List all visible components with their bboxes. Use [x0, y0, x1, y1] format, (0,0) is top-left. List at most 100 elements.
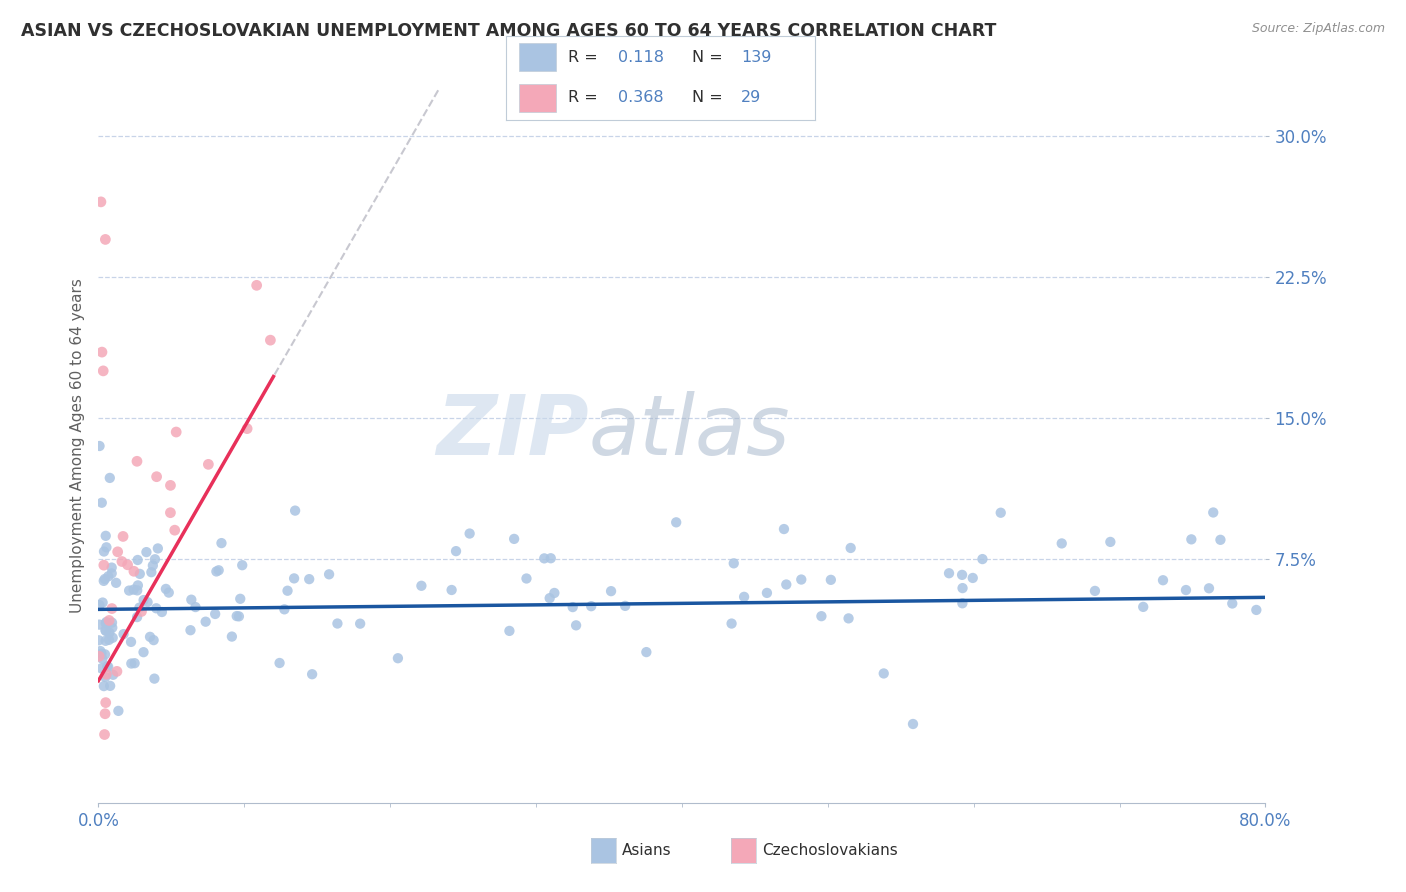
- Point: [98, 625, 121, 640]
- Point: [101, 621, 124, 635]
- Point: [543, 586, 565, 600]
- Point: [184, 600, 207, 615]
- Text: Source: ZipAtlas.com: Source: ZipAtlas.com: [1251, 22, 1385, 36]
- Point: [107, 704, 129, 718]
- Point: [665, 516, 688, 530]
- Point: [94, 232, 117, 246]
- Point: [1050, 536, 1073, 550]
- Point: [101, 615, 124, 630]
- Point: [503, 532, 526, 546]
- Point: [94, 633, 117, 648]
- Point: [839, 541, 862, 555]
- Point: [1220, 597, 1243, 611]
- Point: [100, 566, 122, 581]
- Point: [94, 648, 117, 662]
- Point: [269, 656, 291, 670]
- Point: [277, 583, 299, 598]
- Point: [132, 593, 155, 607]
- Point: [301, 667, 323, 681]
- Point: [1246, 603, 1268, 617]
- Point: [90, 194, 112, 209]
- Point: [990, 506, 1012, 520]
- Text: Czechoslovakians: Czechoslovakians: [762, 844, 898, 858]
- Y-axis label: Unemployment Among Ages 60 to 64 years: Unemployment Among Ages 60 to 64 years: [69, 278, 84, 614]
- Point: [132, 645, 155, 659]
- Point: [90, 496, 112, 510]
- Point: [93, 574, 115, 588]
- Point: [1198, 582, 1220, 596]
- Point: [498, 624, 520, 638]
- Point: [124, 657, 146, 671]
- Point: [179, 624, 201, 638]
- Point: [614, 599, 637, 613]
- Text: 139: 139: [741, 50, 772, 65]
- Point: [96, 667, 118, 681]
- Point: [101, 667, 124, 681]
- Point: [231, 558, 253, 573]
- Point: [94, 624, 117, 638]
- Point: [972, 552, 994, 566]
- Text: atlas: atlas: [589, 392, 790, 472]
- Point: [810, 609, 832, 624]
- Point: [150, 605, 173, 619]
- Text: 0.118: 0.118: [617, 50, 664, 65]
- Point: [125, 454, 148, 468]
- Point: [89, 644, 111, 658]
- Point: [561, 600, 583, 615]
- Point: [790, 573, 813, 587]
- Text: R =: R =: [568, 90, 598, 105]
- Point: [159, 506, 181, 520]
- Point: [236, 422, 259, 436]
- Point: [96, 615, 118, 629]
- Point: [107, 545, 129, 559]
- Point: [128, 600, 150, 615]
- Point: [159, 478, 181, 492]
- Point: [157, 585, 180, 599]
- Point: [938, 566, 960, 581]
- Point: [97, 659, 120, 673]
- Point: [720, 616, 742, 631]
- Point: [90, 661, 112, 675]
- Point: [458, 526, 481, 541]
- Point: [1132, 599, 1154, 614]
- Point: [298, 572, 321, 586]
- Point: [246, 278, 269, 293]
- Point: [98, 679, 121, 693]
- Point: [773, 522, 796, 536]
- Point: [93, 727, 115, 741]
- Point: [89, 598, 111, 612]
- Point: [98, 632, 121, 647]
- Point: [1209, 533, 1232, 547]
- Point: [733, 590, 755, 604]
- Point: [838, 611, 860, 625]
- Point: [94, 616, 117, 631]
- Point: [141, 565, 163, 579]
- Point: [143, 672, 166, 686]
- Point: [221, 630, 243, 644]
- Text: N =: N =: [692, 90, 723, 105]
- Point: [112, 529, 135, 543]
- Text: Asians: Asians: [621, 844, 671, 858]
- Point: [197, 458, 219, 472]
- Point: [87, 633, 110, 648]
- Point: [118, 583, 141, 598]
- Point: [229, 591, 252, 606]
- Point: [105, 575, 128, 590]
- Point: [1202, 506, 1225, 520]
- Point: [820, 573, 842, 587]
- Point: [579, 599, 602, 614]
- Point: [94, 572, 117, 586]
- Point: [318, 567, 340, 582]
- Point: [225, 609, 247, 624]
- Point: [163, 523, 186, 537]
- Point: [540, 551, 562, 566]
- Point: [515, 572, 537, 586]
- Point: [440, 582, 463, 597]
- Point: [127, 578, 149, 592]
- Point: [180, 592, 202, 607]
- Point: [127, 553, 149, 567]
- Point: [94, 670, 117, 684]
- Point: [97, 569, 120, 583]
- Point: [93, 544, 115, 558]
- Point: [101, 631, 124, 645]
